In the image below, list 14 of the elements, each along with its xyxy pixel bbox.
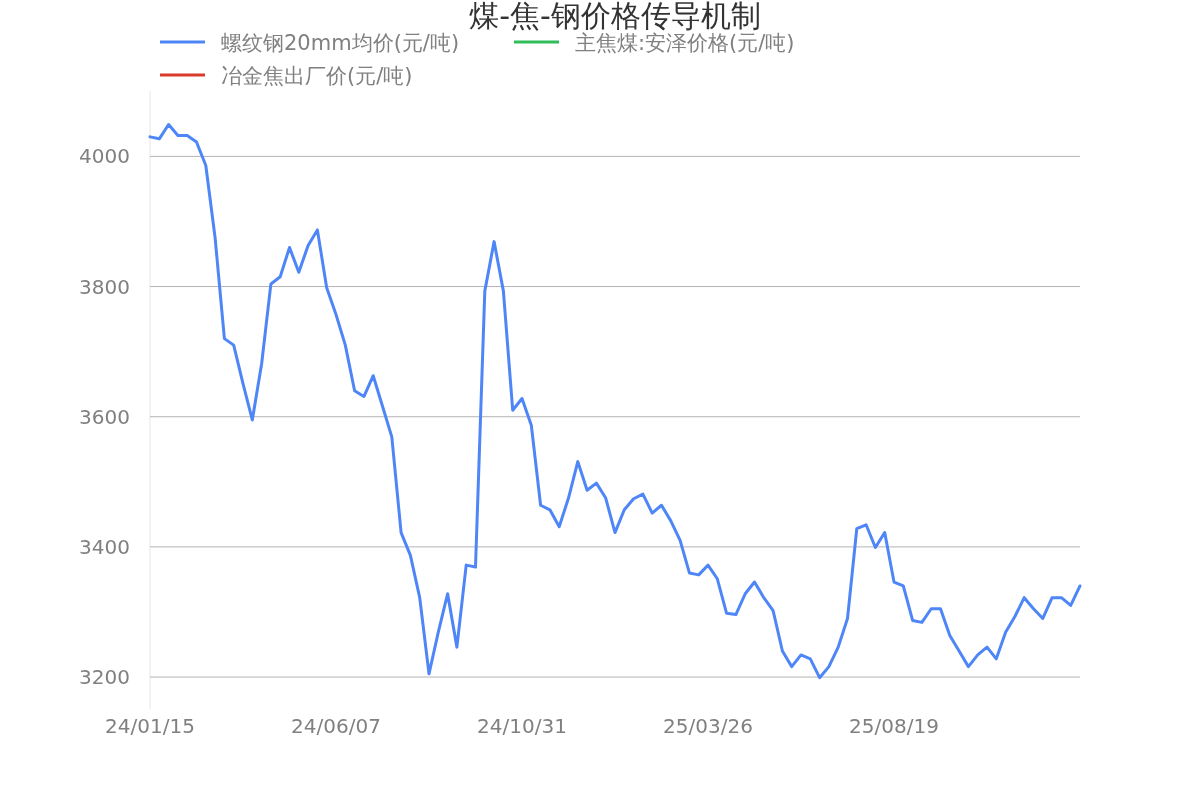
x-tick-label: 25/03/26 — [663, 714, 753, 738]
x-tick-label: 24/06/07 — [291, 714, 381, 738]
legend-label: 冶金焦出厂价(元/吨) — [221, 64, 413, 88]
y-tick-label: 3600 — [79, 404, 130, 429]
y-tick-label: 3200 — [79, 665, 130, 690]
y-tick-label: 3800 — [79, 274, 130, 299]
x-tick-label: 24/01/15 — [105, 714, 195, 738]
x-tick-label: 24/10/31 — [477, 714, 567, 738]
x-tick-label: 25/08/19 — [849, 714, 939, 738]
line-series — [148, 122, 1082, 680]
y-tick-label: 3400 — [79, 534, 130, 559]
legend-label: 螺纹钢20mm均价(元/吨) — [221, 31, 460, 55]
legend-label: 主焦煤:安泽价格(元/吨) — [575, 31, 795, 55]
y-tick-label: 4000 — [79, 144, 130, 169]
